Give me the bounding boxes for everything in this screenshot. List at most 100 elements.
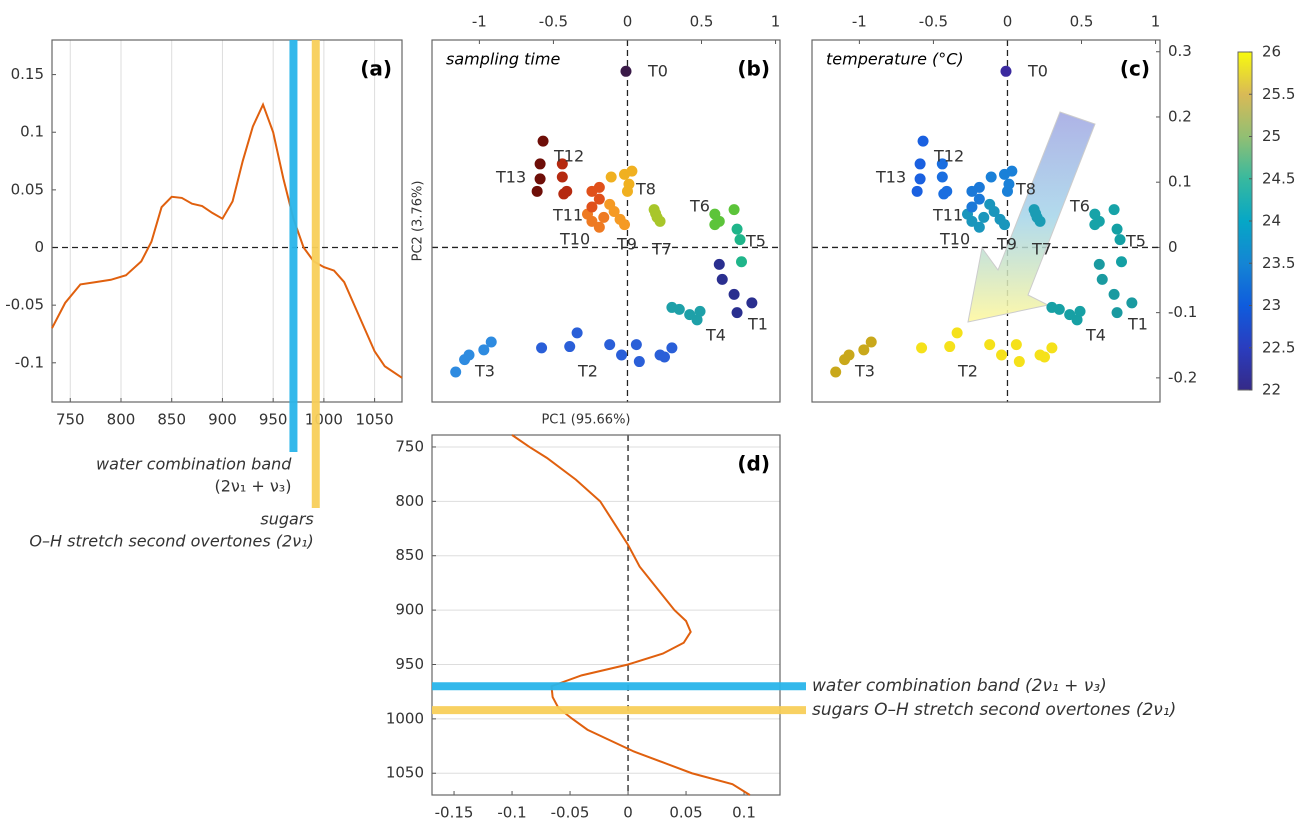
line (511, 434, 751, 796)
colorbar-tick-label: 22.5 (1262, 338, 1295, 356)
point (593, 193, 605, 205)
point (1115, 256, 1127, 268)
point (558, 188, 570, 200)
point (1114, 234, 1126, 246)
point (936, 158, 948, 170)
y-tick-label: -0.05 (5, 296, 44, 314)
point (556, 171, 568, 183)
point (1030, 207, 1042, 219)
point (1001, 185, 1013, 197)
group-label: T11 (552, 206, 583, 225)
x-tick-label: 800 (107, 411, 136, 429)
point (605, 171, 617, 183)
point (666, 342, 678, 354)
colorbar-tick-label: 22 (1262, 381, 1281, 399)
colorbar-tick-label: 23.5 (1262, 254, 1295, 272)
band-label: water combination band (96, 455, 292, 474)
point (691, 314, 703, 326)
group-label: T10 (939, 230, 970, 249)
panel-title: temperature (°C) (826, 50, 964, 69)
point (1010, 339, 1022, 351)
point (1093, 258, 1105, 270)
point (914, 173, 926, 185)
point (616, 349, 628, 361)
point (1108, 288, 1120, 300)
point (1006, 165, 1018, 177)
point (620, 65, 632, 77)
group-label: T6 (689, 197, 710, 216)
colorbar-tick-label: 25.5 (1262, 85, 1295, 103)
point (936, 171, 948, 183)
point (713, 258, 725, 270)
panel-label: (b) (737, 57, 770, 81)
plot-frame (811, 39, 1161, 403)
point (694, 305, 706, 317)
y-tick-label: 0.1 (1168, 173, 1192, 191)
x-tick-label: -0.1 (497, 804, 526, 822)
point (731, 307, 743, 319)
x-tick-label: 0 (623, 13, 633, 31)
x-tick-label: 1 (771, 13, 781, 31)
y-tick-label: 850 (395, 546, 424, 564)
y-tick-label: 0 (34, 238, 44, 256)
point (593, 181, 605, 193)
point (604, 198, 616, 210)
point (1046, 342, 1058, 354)
band-formula: (2ν₁ + ν₃) (214, 477, 291, 496)
x-tick-label: 0.5 (690, 13, 714, 31)
y-tick-label: 1050 (386, 764, 424, 782)
y-axis-label: PC2 (3.76%) (411, 181, 426, 262)
point (450, 366, 462, 378)
point (1053, 303, 1065, 315)
y-tick-label: 900 (395, 601, 424, 619)
point (709, 219, 721, 231)
group-label: T12 (933, 147, 964, 166)
panel-title: sampling time (446, 50, 560, 69)
group-label: T3 (474, 362, 495, 381)
point (556, 158, 568, 170)
point (564, 341, 576, 353)
y-tick-label: 0.15 (11, 65, 44, 83)
panel-label: (d) (737, 452, 770, 476)
group-label: T0 (1027, 62, 1048, 81)
group-label: T3 (854, 362, 875, 381)
point (830, 366, 842, 378)
x-tick-label: -0.15 (435, 804, 474, 822)
point (728, 204, 740, 216)
group-label: T5 (1125, 232, 1146, 251)
point (1111, 307, 1123, 319)
point (973, 181, 985, 193)
point (984, 339, 996, 351)
point (571, 327, 583, 339)
point (604, 339, 616, 351)
colorbar-tick-label: 24.5 (1262, 169, 1295, 187)
point (746, 297, 758, 309)
point (658, 351, 670, 363)
point (735, 256, 747, 268)
x-tick-label: 0.1 (732, 804, 756, 822)
plot-frame (51, 39, 403, 403)
band-label: sugars (260, 510, 313, 529)
y-tick-label: 950 (395, 655, 424, 673)
band-formula: O–H stretch second overtones (2ν₁) (29, 532, 313, 551)
band-label: sugars O–H stretch second overtones (2ν₁… (812, 700, 1176, 720)
point (716, 273, 728, 285)
group-label: T2 (957, 362, 978, 381)
point (734, 234, 746, 246)
group-label: T10 (559, 230, 590, 249)
x-tick-label: 0.05 (669, 804, 702, 822)
x-tick-label: 1 (1151, 13, 1161, 31)
x-tick-label: 900 (208, 411, 237, 429)
group-label: T13 (495, 168, 526, 187)
x-tick-label: -0.5 (539, 13, 568, 31)
point (1000, 65, 1012, 77)
point (598, 211, 610, 223)
panel-label: (c) (1120, 57, 1150, 81)
point (985, 171, 997, 183)
point (1111, 223, 1123, 235)
x-axis-label: PC1 (95.66%) (541, 413, 630, 428)
point (865, 336, 877, 348)
group-label: T1 (747, 315, 768, 334)
panel-label: (a) (360, 57, 392, 81)
point (485, 336, 497, 348)
